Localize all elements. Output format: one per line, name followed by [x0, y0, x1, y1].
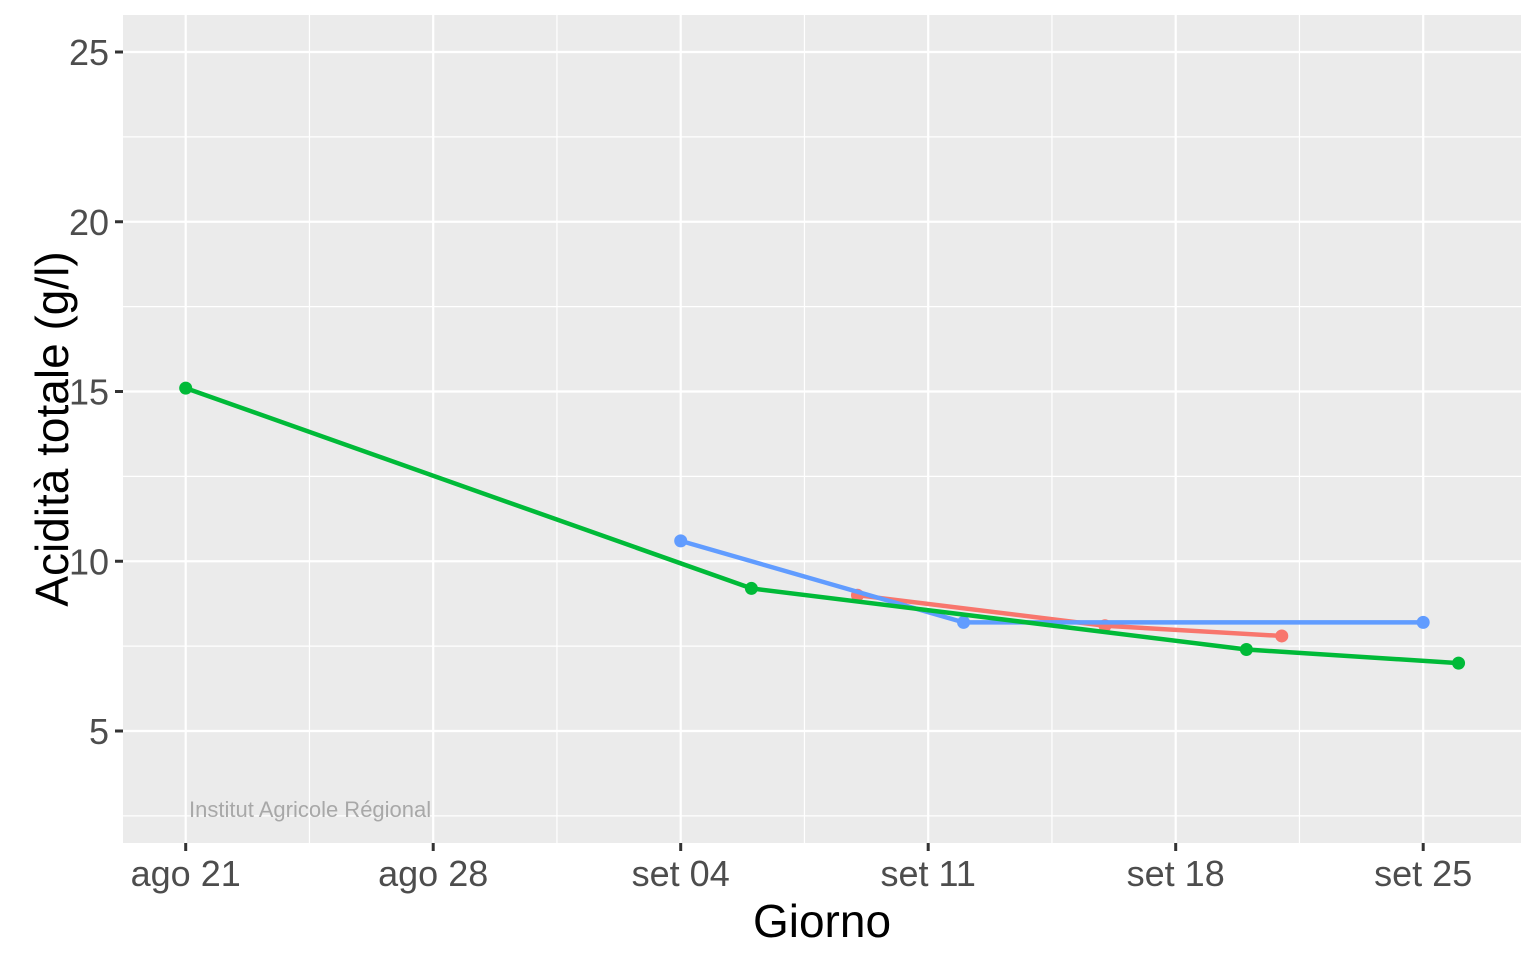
x-tick-label: ago 28	[378, 853, 488, 894]
green-series-point	[1239, 643, 1253, 657]
plot-panel	[123, 15, 1521, 843]
blue-series-point	[957, 615, 971, 629]
blue-series-point	[674, 534, 688, 548]
x-tick-label: set 25	[1374, 853, 1472, 894]
x-axis-title: Giorno	[752, 895, 892, 947]
y-axis-title: Acidità totale (g/l)	[26, 251, 78, 607]
red-series-point	[1275, 629, 1289, 643]
green-series-point	[744, 581, 758, 595]
green-series-point	[1452, 656, 1466, 670]
x-tick-label: ago 21	[131, 853, 241, 894]
x-tick-label: set 04	[632, 853, 730, 894]
y-tick-label: 25	[69, 32, 109, 73]
x-tick-label: set 11	[880, 853, 975, 894]
x-tick-label: set 18	[1127, 853, 1225, 894]
y-tick-label: 10	[69, 541, 109, 582]
blue-series-point	[1416, 615, 1430, 629]
watermark-text: Institut Agricole Régional	[189, 797, 432, 822]
green-series-point	[179, 381, 193, 395]
y-tick-label: 15	[69, 372, 109, 413]
y-tick-label: 5	[89, 711, 109, 752]
green-series-line	[183, 385, 1461, 666]
y-tick-label: 20	[69, 202, 109, 243]
